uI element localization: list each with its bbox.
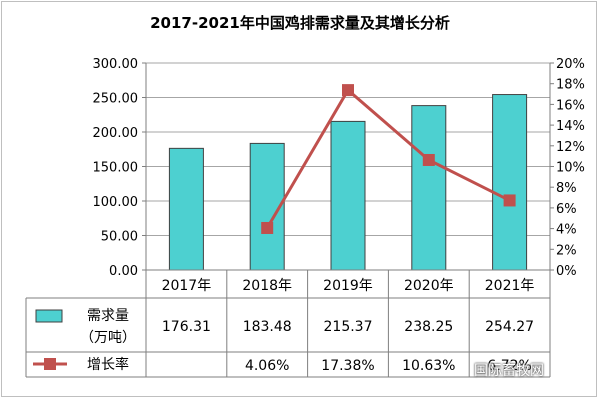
growth-rate-line [265,87,511,229]
demand-value: 183.48 [243,319,292,335]
right-tick-label: 14% [556,119,585,134]
left-tick-label: 300.00 [93,57,139,72]
right-tick-label: 0% [556,264,577,279]
growth-value: 17.38% [321,358,374,374]
legend-line-name: 增长率 [87,356,129,373]
category-label: 2020年 [404,278,454,294]
right-tick-label: 4% [556,223,577,238]
right-tick-label: 16% [556,98,585,113]
growth-value: 4.06% [245,358,289,374]
demand-value: 215.37 [324,319,373,335]
growth-value: 6.72% [487,358,531,374]
demand-value: 254.27 [485,319,534,335]
legend-line-marker [44,358,56,370]
right-tick-label: 2% [556,243,577,258]
left-tick-label: 100.00 [93,195,139,210]
growth-rate-point [342,84,354,97]
legend-bar-unit: （万吨） [80,330,136,346]
legend-bar-name: 需求量 [87,308,129,324]
bar-2019年 [330,120,366,271]
right-tick-label: 6% [556,202,577,217]
right-tick-label: 8% [556,181,577,196]
axes: 0.00 50.00 100.00 150.00 200.00 250.00 300.00 0… [93,57,585,279]
chart-title: 2017-2021年中国鸡排需求量及其增长分析 [150,14,450,32]
bar-2020年 [411,105,447,271]
demand-value: 238.25 [404,319,453,335]
category-label: 2019年 [323,278,373,294]
right-tick-label: 10% [556,161,585,176]
watermark-text: 国际畜牧网 [474,363,544,379]
bar-series [168,94,528,271]
bar-2021年 [492,94,528,271]
growth-rate-point [422,153,435,166]
right-tick-label: 20% [556,57,585,72]
left-tick-label: 150.00 [93,161,139,176]
growth-value: 10.63% [402,358,455,374]
growth-rate-point [261,221,274,234]
bar-2017年 [168,147,204,271]
legend-bar-swatch [35,309,63,323]
right-tick-label: 18% [556,78,585,93]
category-label: 2017年 [162,278,212,294]
left-tick-label: 200.00 [93,126,139,141]
right-tick-label: 12% [556,140,585,155]
growth-rate-point [503,194,516,207]
category-label: 2021年 [485,278,535,294]
category-label: 2018年 [242,278,292,294]
left-tick-label: 0.00 [109,264,138,279]
line-series [261,84,516,234]
demand-value: 176.31 [162,319,211,335]
left-tick-label: 250.00 [93,92,139,107]
left-tick-label: 50.00 [101,230,138,245]
